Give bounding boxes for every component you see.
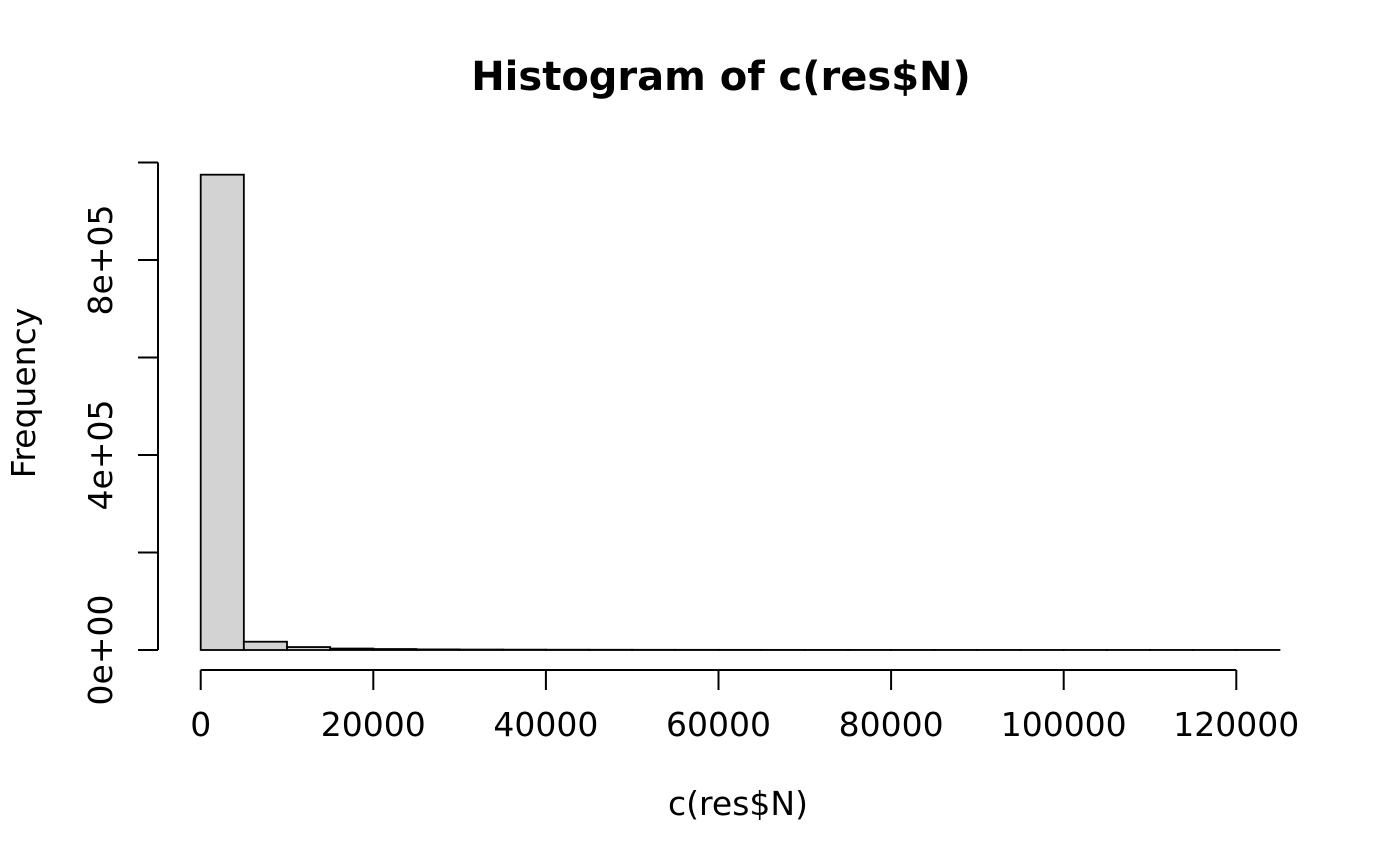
x-axis-tick-label: 20000 xyxy=(321,705,426,744)
histogram-bar xyxy=(372,648,418,651)
x-axis-tick-label: 0 xyxy=(190,705,211,744)
y-axis-tick-label: 4e+05 xyxy=(81,400,120,511)
x-axis-tick-label: 60000 xyxy=(666,705,771,744)
histogram-bar xyxy=(329,647,375,651)
x-axis-tick-label: 120000 xyxy=(1173,705,1299,744)
x-axis-label: c(res$N) xyxy=(668,784,808,823)
histogram-bar xyxy=(286,646,332,651)
histogram-bar xyxy=(199,173,245,651)
y-axis-tick-label: 8e+05 xyxy=(81,205,120,316)
histogram-bar xyxy=(242,640,288,651)
chart-title: Histogram of c(res$N) xyxy=(471,54,971,100)
x-axis-tick-label: 40000 xyxy=(493,705,598,744)
y-axis-label: Frequency xyxy=(3,307,43,479)
x-axis-tick-label: 80000 xyxy=(839,705,944,744)
x-axis-tick-label: 100000 xyxy=(1001,705,1127,744)
y-axis-tick-label: 0e+00 xyxy=(81,595,120,706)
histogram-bar xyxy=(415,648,461,651)
